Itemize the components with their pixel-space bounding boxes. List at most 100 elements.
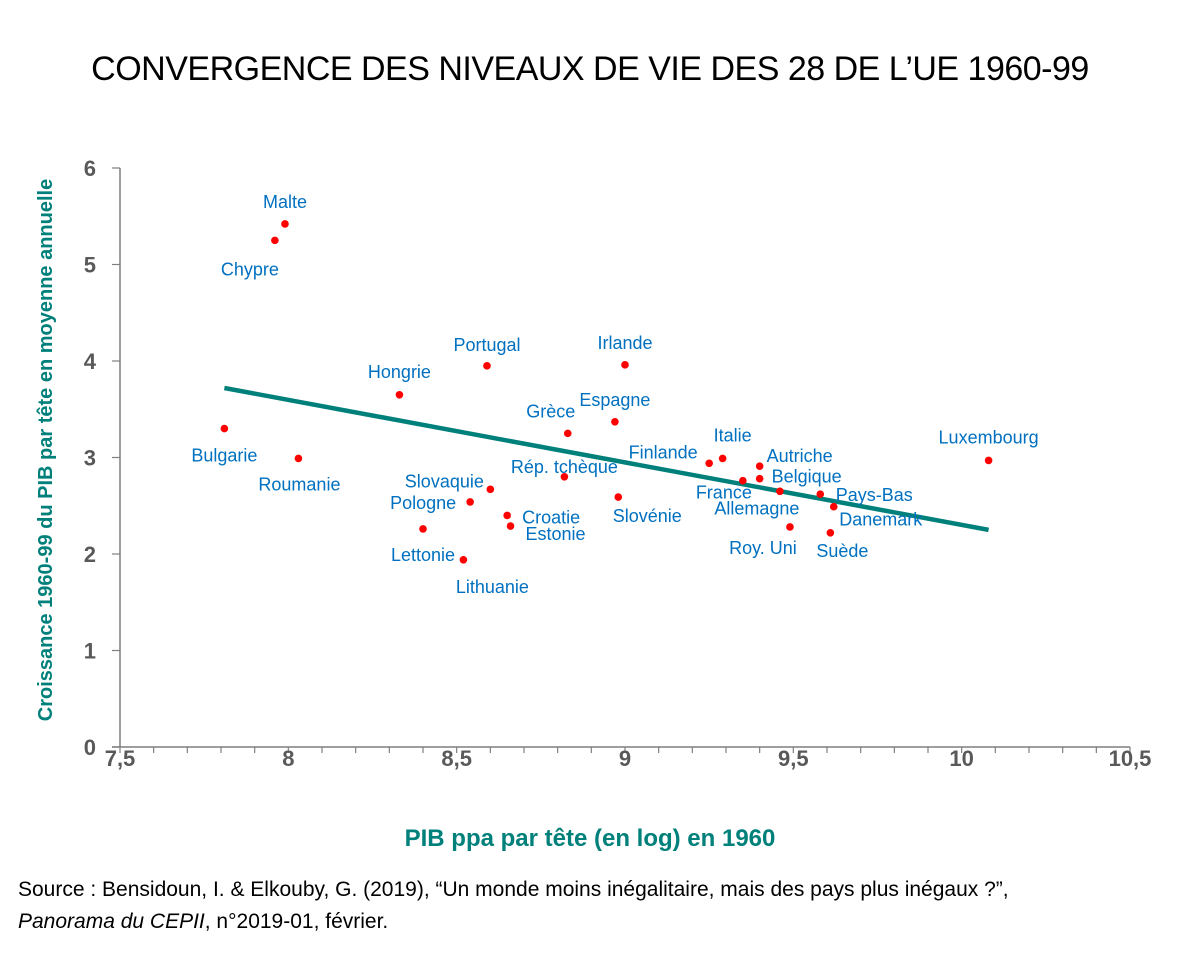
data-point-group: Italie — [714, 425, 752, 463]
data-point — [466, 498, 474, 506]
data-point — [816, 490, 825, 498]
x-tick-label: 9,5 — [778, 746, 809, 771]
source-line-2: Panorama du CEPII, n°2019-01, février. — [18, 906, 1009, 938]
data-point — [281, 220, 289, 228]
axes: 7,5 8 8,5 9 9,5 10 10,5 0 1 2 3 4 5 6 — [84, 156, 1152, 771]
data-point — [739, 476, 747, 485]
data-point-label: Bulgarie — [191, 446, 257, 466]
trendline — [223, 385, 990, 533]
data-point-label: Slovénie — [613, 506, 682, 526]
data-point-group: Estonie — [506, 522, 586, 544]
data-point — [984, 456, 993, 465]
data-point — [503, 511, 511, 520]
data-point-group: Grèce — [526, 401, 575, 438]
source-line-1: Source : Bensidoun, I. & Elkouby, G. (20… — [18, 878, 1009, 901]
chart-title: CONVERGENCE DES NIVEAUX DE VIE DES 28 DE… — [91, 50, 1089, 88]
data-point-label: Irlande — [597, 333, 652, 353]
data-point-group: Croatie — [503, 507, 580, 527]
data-point-group: Suède — [816, 528, 868, 561]
data-point-group: Belgique — [755, 467, 842, 487]
data-point — [560, 473, 569, 481]
data-point-group: Slovaquie — [405, 471, 495, 494]
data-point-group: Finlande — [629, 442, 713, 468]
data-point — [621, 361, 629, 369]
data-point-label: Espagne — [579, 390, 650, 410]
y-tick-label: 0 — [84, 735, 96, 760]
data-point-group: France — [696, 476, 752, 503]
data-point-group: Irlande — [597, 333, 653, 369]
data-point — [486, 485, 495, 494]
data-point-label: Danemark — [839, 510, 923, 530]
data-point-group: Luxembourg — [939, 427, 1039, 465]
data-point-label: Malte — [263, 192, 307, 212]
data-point-group: Roy. Uni — [729, 523, 797, 558]
data-point-group: Lettonie — [391, 525, 455, 565]
data-point — [718, 454, 727, 463]
data-point-group: Hongrie — [368, 362, 431, 399]
data-point-group: Allemagne — [714, 487, 799, 518]
data-point-label: Roumanie — [258, 474, 340, 494]
data-point — [419, 525, 427, 533]
data-point-label: Belgique — [772, 467, 842, 487]
data-point — [294, 454, 303, 463]
data-point — [705, 459, 713, 468]
data-point — [220, 424, 229, 433]
data-point — [786, 523, 794, 531]
data-point — [776, 487, 784, 496]
y-tick-label: 2 — [84, 542, 96, 567]
data-point — [459, 555, 468, 564]
data-point-label: Roy. Uni — [729, 538, 797, 558]
data-point-label: Slovaquie — [405, 471, 484, 491]
trendline-group — [223, 385, 990, 533]
y-tick-label: 5 — [84, 253, 96, 278]
x-tick-label: 10,5 — [1109, 746, 1152, 771]
data-point-group: Lithuanie — [456, 555, 529, 597]
y-tick-label: 3 — [84, 446, 96, 471]
publication-details: , n°2019-01, février. — [204, 910, 389, 933]
data-point — [271, 236, 279, 245]
x-tick-label: 8 — [282, 746, 294, 771]
y-axis-title: Croissance 1960-99 du PIB par tête en mo… — [35, 179, 57, 721]
data-point-label: Luxembourg — [939, 427, 1039, 447]
data-point — [755, 474, 764, 483]
data-point-group: Autriche — [755, 446, 833, 470]
data-point-label: Finlande — [629, 442, 698, 462]
data-point-label: Croatie — [522, 507, 580, 527]
data-point-label: Grèce — [526, 401, 575, 421]
x-tick-label: 10 — [949, 746, 973, 771]
data-point-label: Suède — [816, 541, 868, 561]
data-point — [483, 362, 491, 370]
data-point-group: Pays-Bas — [816, 485, 913, 505]
data-point-label: Allemagne — [714, 498, 799, 518]
data-point-label: Lithuanie — [456, 577, 529, 597]
data-point-label: Italie — [714, 425, 752, 445]
data-point-group: Bulgarie — [191, 424, 257, 466]
scatter-chart: 7,5 8 8,5 9 9,5 10 10,5 0 1 2 3 4 5 6 Malte Chypre Bulg… — [35, 156, 1152, 852]
data-point — [826, 528, 835, 537]
source-note: Source : Bensidoun, I. & Elkouby, G. (20… — [18, 874, 1009, 938]
x-tick-label: 9 — [619, 746, 631, 771]
data-point — [395, 390, 404, 399]
data-point-label: Pays-Bas — [836, 485, 913, 505]
x-tick-label: 8,5 — [441, 746, 472, 771]
data-point-group: Pologne — [390, 493, 474, 513]
data-point-group: Roumanie — [258, 454, 340, 494]
y-tick-label: 4 — [84, 349, 97, 374]
data-point-group: Slovénie — [613, 493, 682, 526]
publication-name: Panorama du CEPII — [18, 910, 205, 933]
data-point-group: Danemark — [829, 502, 923, 530]
data-point-group: Portugal — [453, 335, 520, 370]
data-point — [755, 462, 764, 470]
data-point-label: Autriche — [767, 446, 833, 466]
data-point-label: Lettonie — [391, 545, 455, 565]
data-point-label: France — [696, 483, 752, 503]
data-point-label: Rép. tchèque — [511, 457, 618, 477]
data-point — [829, 502, 838, 511]
data-point-group: Rép. tchèque — [511, 457, 618, 481]
data-point-label: Pologne — [390, 493, 456, 513]
y-tick-label: 6 — [84, 156, 96, 181]
data-point — [506, 522, 515, 530]
x-axis-title: PIB ppa par tête (en log) en 1960 — [405, 825, 776, 852]
data-point-label: Estonie — [526, 524, 586, 544]
y-tick-label: 1 — [84, 639, 96, 664]
